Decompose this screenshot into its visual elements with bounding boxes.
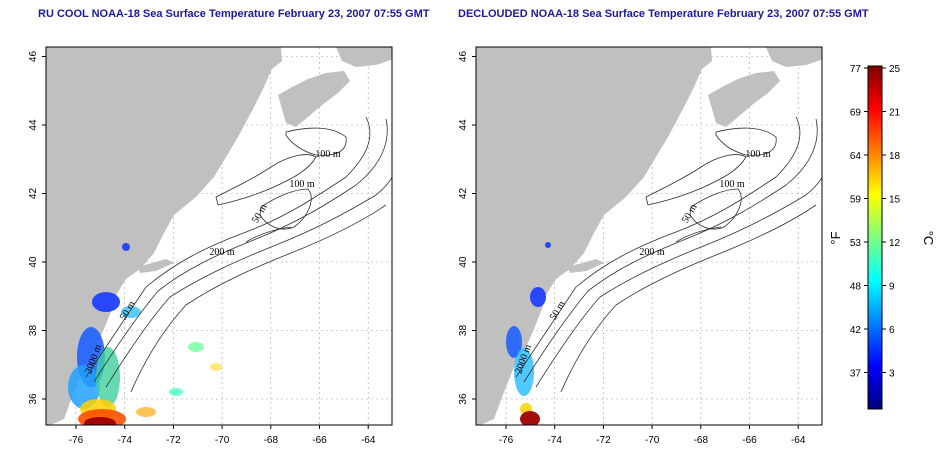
x-tick-label: -76	[69, 435, 84, 446]
contour-label: 200 m	[639, 247, 665, 258]
celsius-tick-label: 25	[889, 64, 901, 75]
right-map-title: DECLOUDED NOAA-18 Sea Surface Temperatur…	[458, 8, 869, 20]
left-map-title: RU COOL NOAA-18 Sea Surface Temperature …	[38, 8, 430, 20]
celsius-tick-label: 21	[889, 108, 901, 119]
y-tick-label: 44	[28, 119, 39, 131]
x-tick-label: -66	[312, 435, 327, 446]
fahrenheit-unit-label: °F	[828, 231, 843, 244]
y-tick-label: 46	[458, 51, 469, 63]
fahrenheit-tick-label: 69	[850, 108, 862, 119]
map-frame	[45, 46, 393, 426]
contour-label: 100 m	[745, 149, 771, 160]
celsius-unit-label: °C	[921, 231, 936, 246]
celsius-tick-label: 12	[889, 238, 901, 249]
x-tick-label: -74	[547, 435, 562, 446]
contour-label: 100 m	[719, 179, 745, 190]
fahrenheit-tick-label: 53	[850, 238, 862, 249]
y-tick-label: 40	[28, 256, 39, 268]
contour-label: 100 m	[315, 149, 341, 160]
y-tick-label: 36	[458, 393, 469, 405]
y-tick-label: 46	[28, 51, 39, 63]
contour-label: 100 m	[289, 179, 315, 190]
fahrenheit-tick-label: 59	[850, 195, 862, 206]
colorbar-gradient	[867, 65, 883, 410]
map-frame	[475, 46, 823, 426]
x-tick-label: -64	[791, 435, 806, 446]
x-tick-label: -72	[166, 435, 181, 446]
x-tick-label: -74	[117, 435, 132, 446]
fahrenheit-tick-label: 48	[850, 282, 862, 293]
fahrenheit-tick-label: 37	[850, 369, 862, 380]
celsius-tick-label: 15	[889, 195, 901, 206]
fahrenheit-tick-label: 64	[850, 151, 862, 162]
y-tick-label: 42	[458, 188, 469, 200]
x-tick-label: -70	[645, 435, 660, 446]
y-tick-label: 36	[28, 393, 39, 405]
celsius-tick-label: 3	[889, 369, 895, 380]
fahrenheit-tick-label: 77	[850, 64, 862, 75]
x-tick-label: -68	[264, 435, 279, 446]
x-tick-label: -64	[361, 435, 376, 446]
y-tick-label: 40	[458, 256, 469, 268]
x-tick-label: -68	[694, 435, 709, 446]
y-tick-label: 38	[458, 325, 469, 337]
celsius-tick-label: 9	[889, 282, 895, 293]
x-tick-label: -72	[596, 435, 611, 446]
sst-pixels	[506, 242, 551, 425]
colorbar: 77 69 64 59 53 48 42 37 25 21 18 15 12 9 6 3 °F °C	[828, 64, 936, 410]
x-tick-label: -66	[742, 435, 757, 446]
y-tick-label: 42	[28, 188, 39, 200]
y-tick-label: 44	[458, 119, 469, 131]
x-tick-label: -70	[215, 435, 230, 446]
sst-pixels	[68, 243, 222, 425]
celsius-tick-label: 6	[889, 325, 895, 336]
celsius-tick-label: 18	[889, 151, 901, 162]
y-tick-label: 38	[28, 325, 39, 337]
x-tick-label: -76	[499, 435, 514, 446]
fahrenheit-tick-label: 42	[850, 325, 862, 336]
contour-label: 200 m	[209, 247, 235, 258]
